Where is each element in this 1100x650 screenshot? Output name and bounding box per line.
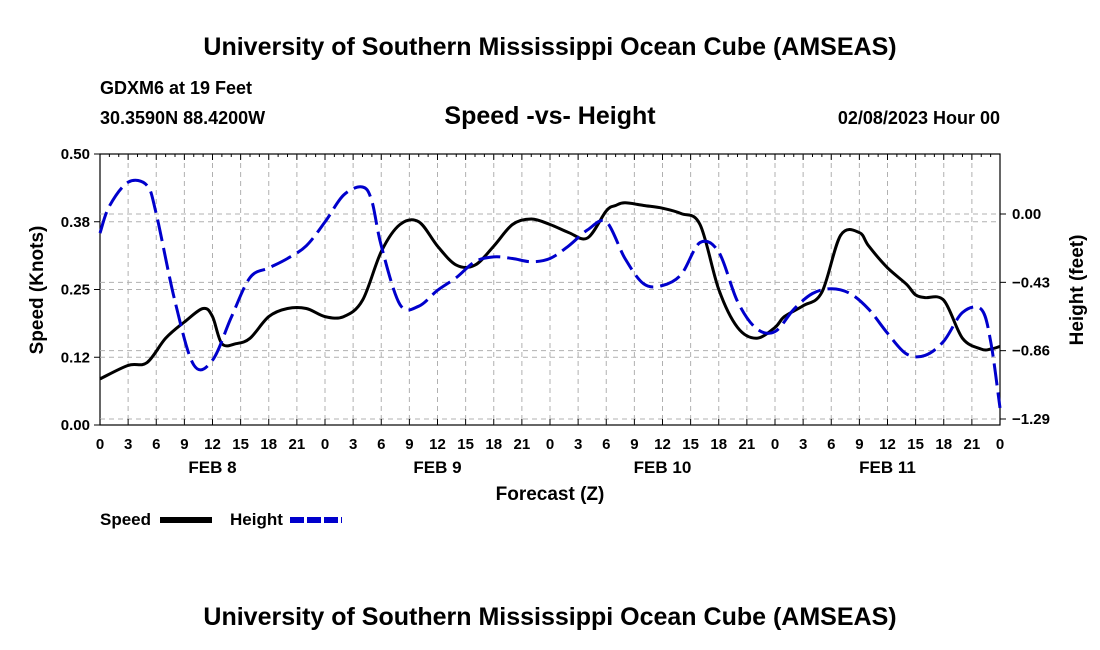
x-tick-label: 0 [771,436,779,453]
series-line-height [98,178,1002,409]
x-tick-label: 21 [514,436,531,453]
x-tick-label: 3 [349,436,357,453]
x-tick-label: 18 [935,436,952,453]
x-tick-label: 9 [405,436,413,453]
y-tick-label-right: −0.43 [1012,274,1050,291]
x-day-label: FEB 11 [859,458,916,477]
x-tick-label: 18 [260,436,277,453]
location-label: 30.3590N 88.4200W [100,108,265,128]
x-tick-label: 0 [996,436,1004,453]
axis-ticks [94,153,1006,426]
x-tick-label: 18 [485,436,502,453]
x-tick-label: 9 [855,436,863,453]
x-tick-label: 21 [739,436,756,453]
x-tick-label: 21 [289,436,306,453]
x-axis-title: Forecast (Z) [496,484,605,505]
x-tick-label: 0 [321,436,329,453]
x-tick-label: 6 [602,436,610,453]
x-tick-label: 12 [204,436,221,453]
chart-title: Speed -vs- Height [444,102,656,130]
y-tick-label-right: −1.29 [1012,411,1050,428]
x-tick-label: 15 [907,436,924,453]
x-tick-label: 15 [232,436,249,453]
station-label: GDXM6 at 19 Feet [100,78,252,98]
legend-label-height: Height [230,510,283,529]
y-tick-label-left: 0.38 [61,214,90,231]
x-tick-label: 15 [682,436,699,453]
x-tick-label: 21 [964,436,981,453]
x-tick-label: 3 [124,436,132,453]
series-layer [98,178,1002,409]
y-tick-label-left: 0.00 [61,417,90,434]
y-tick-label-left: 0.50 [61,146,90,163]
y-axis-title-right: Height (feet) [1067,235,1088,346]
y-axis-title-left: Speed (Knots) [27,226,48,355]
chart-header-title: University of Southern Mississippi Ocean… [203,33,896,61]
x-tick-label: 9 [180,436,188,453]
x-day-label: FEB 10 [634,458,692,477]
x-tick-label: 6 [377,436,385,453]
legend: Speed Height [100,510,342,529]
x-tick-label: 3 [799,436,807,453]
x-day-label: FEB 8 [188,458,236,477]
x-tick-label: 15 [457,436,474,453]
x-tick-label: 3 [574,436,582,453]
x-day-label: FEB 9 [413,458,461,477]
chart-footer-title: University of Southern Mississippi Ocean… [203,603,896,631]
date-label: 02/08/2023 Hour 00 [838,108,1000,128]
y-tick-label-right: 0.00 [1012,206,1041,223]
tick-labels: 0 3 6 9 12 15 18 21 0 3 6 9 12 15 18 21 0 3 6 9 12 15 18 21 0 3 6 9… [61,146,1050,477]
x-tick-label: 12 [879,436,896,453]
plot-grid [100,154,1000,425]
x-tick-label: 0 [546,436,554,453]
y-tick-label-left: 0.12 [61,349,90,366]
x-tick-label: 0 [96,436,104,453]
y-tick-label-right: −0.86 [1012,343,1050,360]
legend-label-speed: Speed [100,510,151,529]
x-tick-label: 18 [710,436,727,453]
x-tick-label: 6 [827,436,835,453]
y-tick-label-left: 0.25 [61,282,90,299]
x-tick-label: 12 [654,436,671,453]
x-tick-label: 6 [152,436,160,453]
x-tick-label: 9 [630,436,638,453]
x-tick-label: 12 [429,436,446,453]
